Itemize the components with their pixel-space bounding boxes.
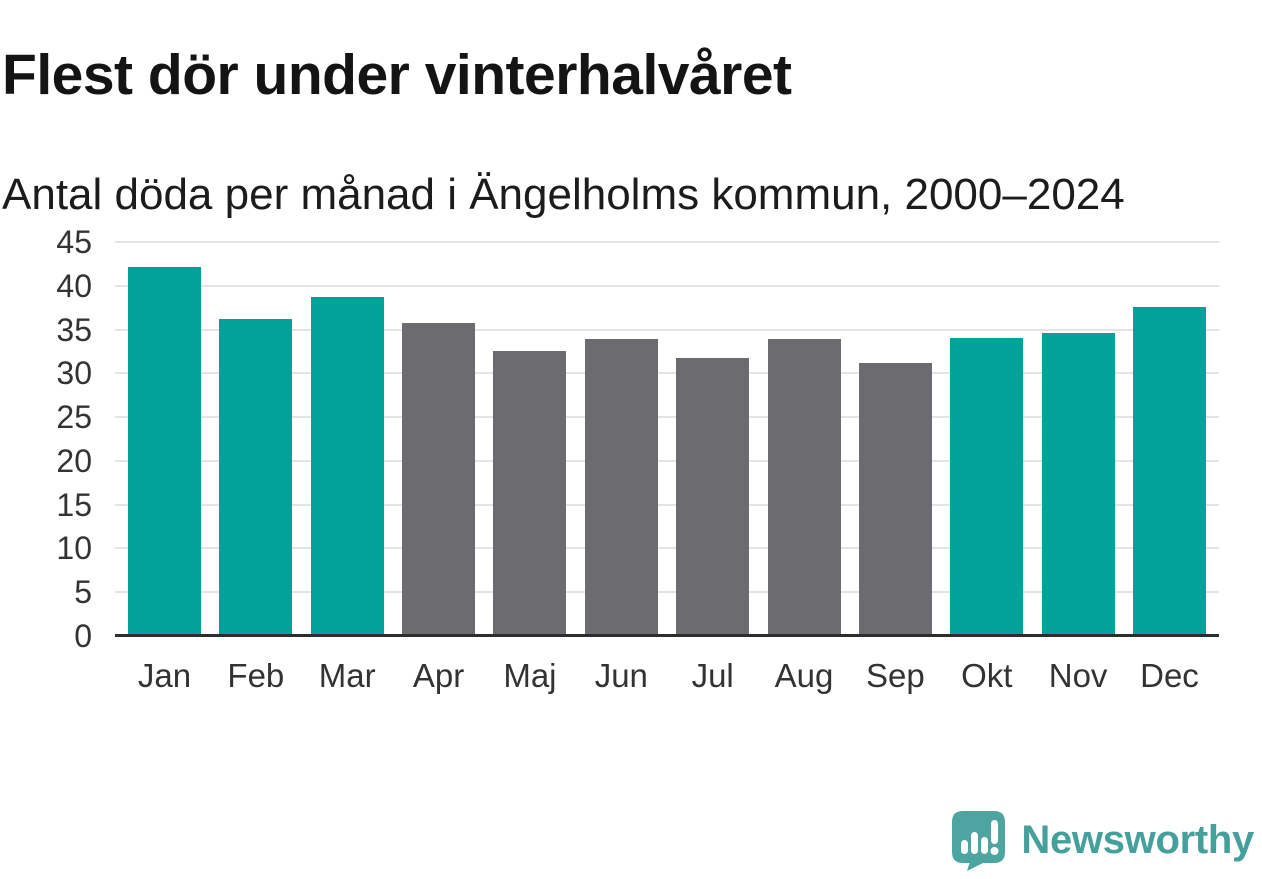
gridline [115, 416, 1219, 419]
y-tick-label: 35 [56, 311, 92, 348]
gridline [115, 241, 1219, 243]
y-tick-label: 45 [56, 224, 92, 260]
gridline [115, 503, 1219, 506]
x-tick-label: Nov [1048, 657, 1108, 694]
bar-mar [310, 297, 384, 636]
gridline [115, 547, 1219, 550]
x-tick-label: Sep [866, 657, 925, 694]
chart-title: Flest dör under vinterhalvåret [2, 43, 792, 108]
bar-sep [858, 362, 932, 636]
gridline [115, 591, 1219, 594]
bar-feb [219, 319, 293, 636]
bar-okt [950, 338, 1024, 636]
bar-nov [1041, 333, 1115, 636]
y-tick-label: 0 [74, 618, 92, 654]
x-tick-label: Apr [412, 657, 465, 694]
y-axis: 0 5 10 15 20 25 30 35 40 45 [0, 224, 92, 654]
x-tick-label: Okt [961, 657, 1013, 694]
bar-jun [584, 339, 658, 636]
x-axis: Jan Feb Mar Apr Maj Jun Jul Aug Sep Okt Nov Dec [115, 657, 1219, 695]
x-tick-label: Mar [318, 657, 376, 694]
chart-subtitle: Antal döda per månad i Ängelholms kommun… [2, 169, 1125, 219]
plot-area [115, 241, 1219, 637]
bar-jan [128, 267, 201, 636]
y-tick-label: 15 [56, 486, 92, 523]
x-tick-label: Maj [503, 657, 557, 694]
newsworthy-speech-bubble-bar-chart-icon [952, 811, 1006, 871]
bar-dec [1132, 306, 1206, 636]
gridline [115, 284, 1219, 287]
x-tick-label: Aug [774, 657, 834, 694]
y-tick-label: 30 [56, 355, 92, 392]
y-tick-label: 20 [56, 442, 92, 479]
y-tick-label: 10 [56, 530, 92, 567]
gridline [115, 459, 1219, 462]
x-tick-label: Jul [691, 657, 734, 694]
x-tick-label: Jan [137, 657, 192, 694]
x-tick-label: Dec [1140, 657, 1199, 694]
y-tick-label: 40 [56, 267, 92, 304]
bars-layer [115, 242, 1219, 636]
bar-maj [493, 351, 567, 636]
bar-apr [402, 323, 476, 636]
newsworthy-wordmark: Newsworthy [1021, 817, 1254, 862]
x-axis-line [115, 634, 1219, 637]
y-tick-label: 25 [56, 399, 92, 436]
y-tick-label: 5 [74, 574, 92, 611]
gridline [115, 328, 1219, 331]
bar-jul [676, 358, 750, 636]
gridline [115, 372, 1219, 375]
x-tick-label: Feb [227, 657, 285, 694]
newsworthy-logo: Newsworthy [950, 809, 1254, 871]
bar-aug [767, 339, 841, 636]
x-tick-label: Jun [594, 657, 648, 694]
